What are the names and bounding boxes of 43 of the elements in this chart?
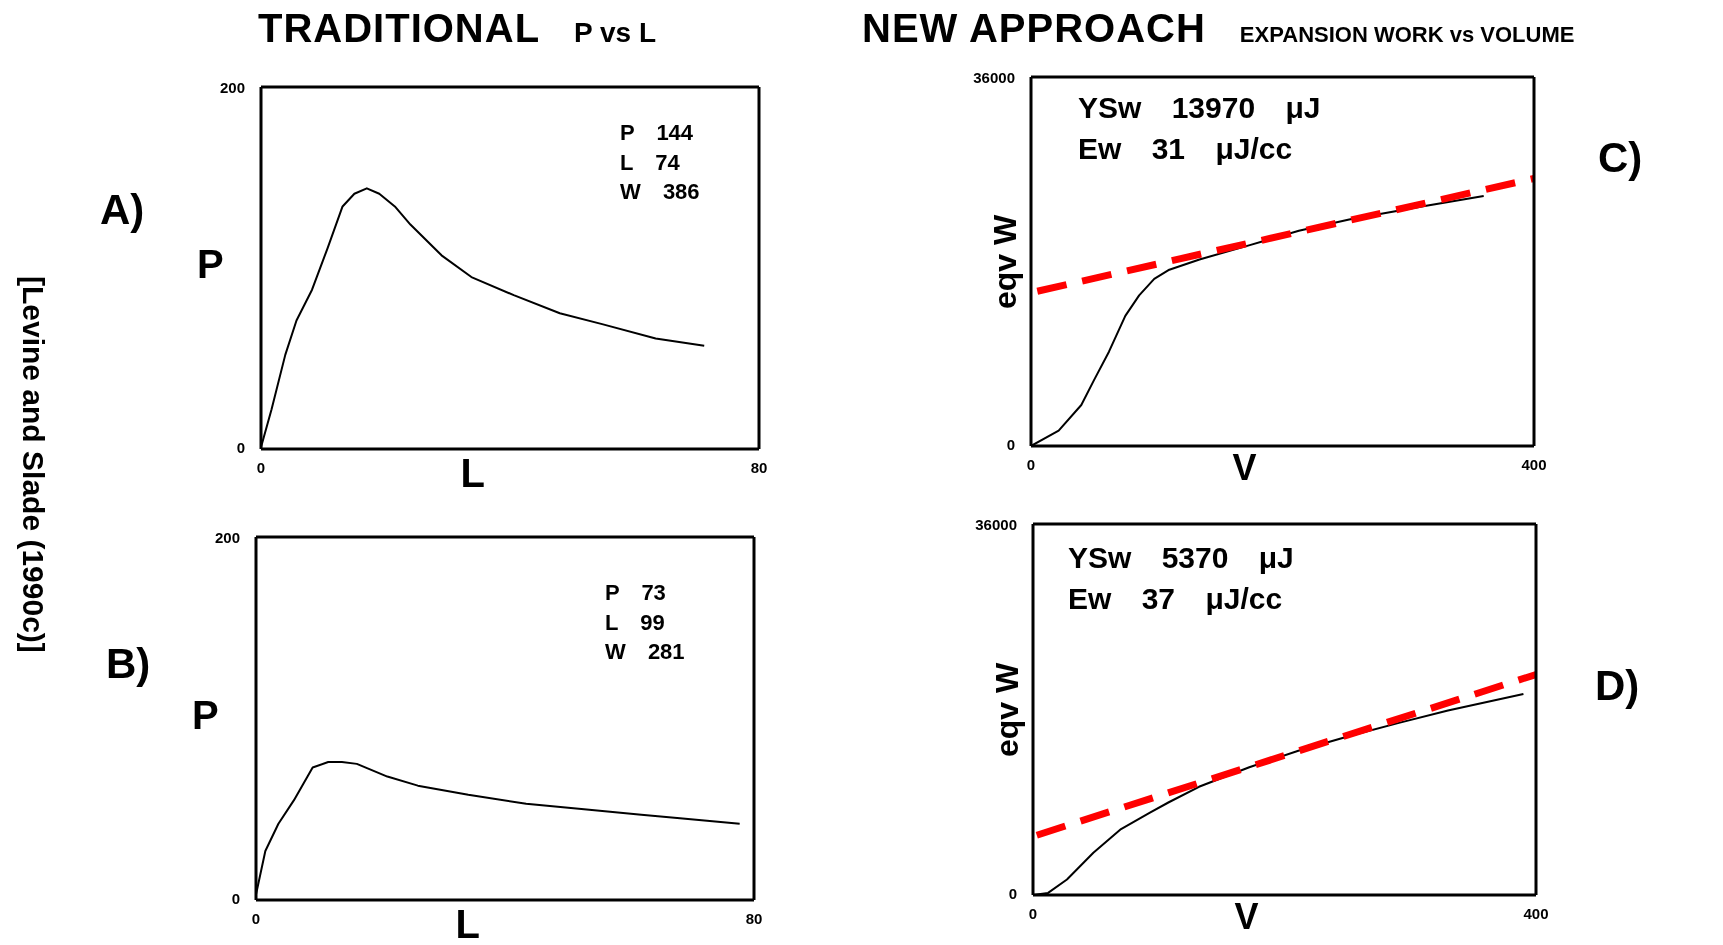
x-tick-label: 400: [1523, 905, 1549, 922]
chart-title: NEW APPROACH: [862, 6, 1206, 50]
y-tick-label: 0: [231, 890, 240, 907]
y-tick-label: 0: [1006, 436, 1015, 453]
text: B): [106, 640, 151, 688]
annotation: YSw 5370 μJ: [1068, 540, 1294, 576]
y-tick-label: 200: [214, 529, 240, 546]
annotation: Ew 31 μJ/cc: [1078, 130, 1294, 167]
y-tick-label: 0: [236, 439, 245, 456]
annotation: P 144: [620, 119, 695, 147]
y-tick-label: 200: [219, 79, 245, 96]
chart-subtitle: P vs L: [574, 17, 657, 48]
y-axis-title: eqv W: [989, 663, 1026, 758]
x-axis-title: L: [460, 451, 486, 495]
annotation: P 73: [605, 579, 667, 607]
y-axis-title: P: [192, 692, 219, 738]
y-axis-title: P: [197, 242, 224, 288]
x-tick-label: 80: [750, 459, 768, 476]
annotation: L 74: [620, 148, 681, 177]
y-axis-title: eqv W: [987, 214, 1024, 310]
x-axis-title: L: [455, 902, 481, 945]
text: [Levine and Slade (1990c)]: [16, 276, 50, 653]
x-tick-label: 0: [256, 459, 266, 476]
annotation: YSw 13970 μJ: [1078, 90, 1321, 126]
chart-title: TRADITIONAL: [258, 6, 541, 50]
annotation: W 386: [620, 178, 700, 207]
x-tick-label: 80: [745, 910, 763, 927]
chart-subtitle: EXPANSION WORK vs VOLUME: [1239, 22, 1575, 47]
text: D): [1595, 662, 1640, 710]
x-tick-label: 0: [251, 910, 261, 927]
x-tick-label: 400: [1521, 456, 1547, 473]
y-tick-label: 36000: [973, 69, 1015, 86]
text: C): [1598, 134, 1643, 182]
y-tick-label: 0: [1008, 885, 1017, 902]
annotation: W 281: [605, 638, 685, 667]
x-tick-label: 0: [1026, 456, 1036, 473]
x-tick-label: 0: [1028, 905, 1038, 922]
x-axis-title: V: [1234, 896, 1259, 937]
x-axis-title: V: [1232, 447, 1257, 488]
annotation: L 99: [605, 608, 666, 637]
annotation: Ew 37 μJ/cc: [1068, 580, 1284, 617]
text: A): [100, 186, 145, 234]
y-tick-label: 36000: [975, 516, 1017, 533]
